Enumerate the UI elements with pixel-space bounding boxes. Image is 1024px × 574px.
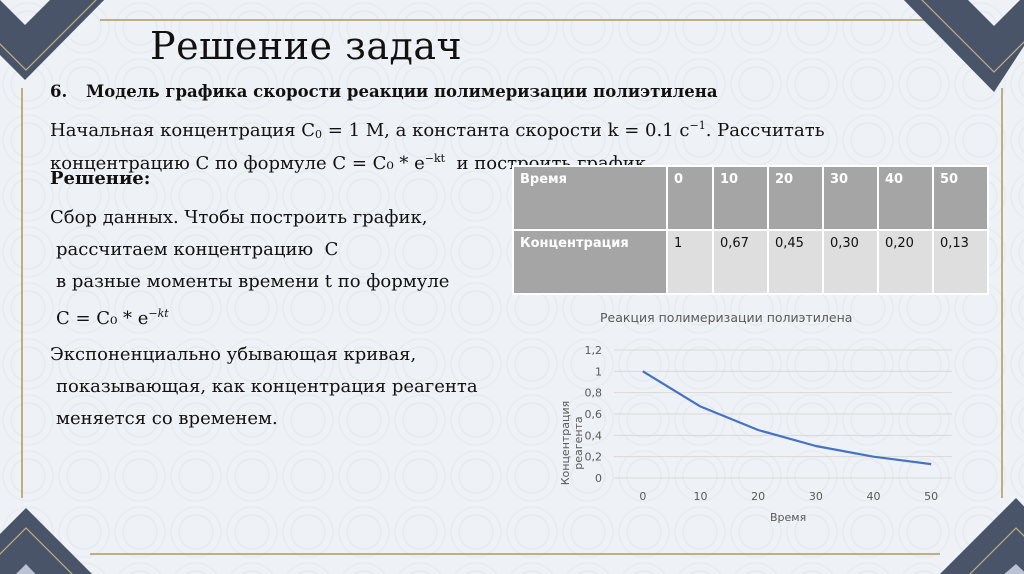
corner-ornament-bottom-left xyxy=(0,508,92,574)
problem-text: концентрацию C по формуле C = C₀ * e xyxy=(50,153,425,174)
table-cell: 0,13 xyxy=(934,231,987,293)
table-cell: 0,67 xyxy=(714,231,767,293)
y-tick-label: 0 xyxy=(595,472,602,485)
solution-line: Сбор данных. Чтобы построить график, xyxy=(50,207,428,228)
x-axis-label: Время xyxy=(770,511,807,524)
y-tick-label: 0,6 xyxy=(585,408,603,421)
table-cell: 30 xyxy=(824,167,877,229)
solution-line: в разные моменты времени t по формуле xyxy=(56,271,450,292)
corner-ornament-top-right xyxy=(904,0,1024,92)
problem-text: . Рассчитать xyxy=(705,120,825,141)
table-cell: 0,20 xyxy=(879,231,932,293)
table-cell: 40 xyxy=(879,167,932,229)
gold-frame-top xyxy=(100,19,930,21)
problem-line-1: Начальная концентрация C0 = 1 М, а конст… xyxy=(50,114,980,147)
corner-ornament-top-left xyxy=(0,0,105,80)
superscript: −1 xyxy=(689,119,706,132)
table-cell: 50 xyxy=(934,167,987,229)
table-cell: 0 xyxy=(668,167,712,229)
gold-frame-left xyxy=(21,88,23,498)
chart-title: Реакция полимеризации полиэтилена xyxy=(600,310,853,325)
superscript: −kt xyxy=(424,152,446,165)
gold-frame-right xyxy=(1001,88,1003,498)
series-line xyxy=(642,370,932,466)
problem-statement: Начальная концентрация C0 = 1 М, а конст… xyxy=(50,114,980,176)
task-number: 6. xyxy=(50,82,68,101)
table-row-time: Время 0 10 20 30 40 50 xyxy=(514,167,987,229)
line-chart: Реакция полимеризации полиэтилена Концен… xyxy=(559,300,960,540)
y-tick-label: 1,2 xyxy=(585,344,603,357)
x-tick-label: 30 xyxy=(809,490,823,503)
x-tick-label: 10 xyxy=(694,490,708,503)
y-tick-label: 0,2 xyxy=(585,451,603,464)
table-row-concentration: Концентрация 1 0,67 0,45 0,30 0,20 0,13 xyxy=(514,231,987,293)
table-cell: 20 xyxy=(769,167,822,229)
x-tick-label: 40 xyxy=(867,490,881,503)
x-tick-label: 50 xyxy=(924,490,938,503)
slide-title: Решение задач xyxy=(150,24,463,68)
table-cell: 0,30 xyxy=(824,231,877,293)
y-tick-label: 1 xyxy=(595,365,602,378)
conclusion-line: показывающая, как концентрация реагента xyxy=(56,376,478,397)
formula-base: C = C₀ * e xyxy=(56,308,149,329)
chart-plot-area: 0 0,2 0,4 0,6 0,8 1 1,2 0 10 20 30 40 50 xyxy=(585,344,952,503)
solution-line: рассчитаем концентрацию C xyxy=(56,239,339,260)
x-tick-label: 0 xyxy=(639,490,646,503)
task-heading-text: Модель графика скорости реакции полимери… xyxy=(86,82,718,101)
table-cell: 1 xyxy=(668,231,712,293)
row-header-concentration: Концентрация xyxy=(514,231,666,293)
subscript: 0 xyxy=(315,128,323,141)
conclusion-text: Экспоненциально убывающая кривая, показы… xyxy=(50,339,478,435)
corner-ornament-bottom-right xyxy=(940,498,1024,574)
problem-line-2: концентрацию C по формуле C = C₀ * e−kt … xyxy=(50,147,980,176)
gold-frame-bottom xyxy=(90,553,940,555)
conclusion-line: Экспоненциально убывающая кривая, xyxy=(50,344,417,365)
solution-text: Сбор данных. Чтобы построить график, рас… xyxy=(50,202,449,335)
task-heading: 6. Модель графика скорости реакции полиме… xyxy=(50,82,718,101)
data-table: Время 0 10 20 30 40 50 Концентрация 1 0,… xyxy=(512,165,989,295)
formula: C = C₀ * e−kt xyxy=(50,298,449,335)
solution-label: Решение: xyxy=(50,168,151,189)
table-cell: 0,45 xyxy=(769,231,822,293)
row-header-time: Время xyxy=(514,167,666,229)
x-tick-label: 20 xyxy=(751,490,765,503)
formula-exponent: −kt xyxy=(148,307,169,320)
problem-text: Начальная концентрация C xyxy=(50,120,316,141)
y-tick-label: 0,8 xyxy=(585,387,603,400)
problem-text: = 1 М, а константа скорости k = 0.1 с xyxy=(322,120,690,141)
table-cell: 10 xyxy=(714,167,767,229)
conclusion-line: меняется со временем. xyxy=(56,408,278,429)
y-tick-label: 0,4 xyxy=(585,429,603,442)
